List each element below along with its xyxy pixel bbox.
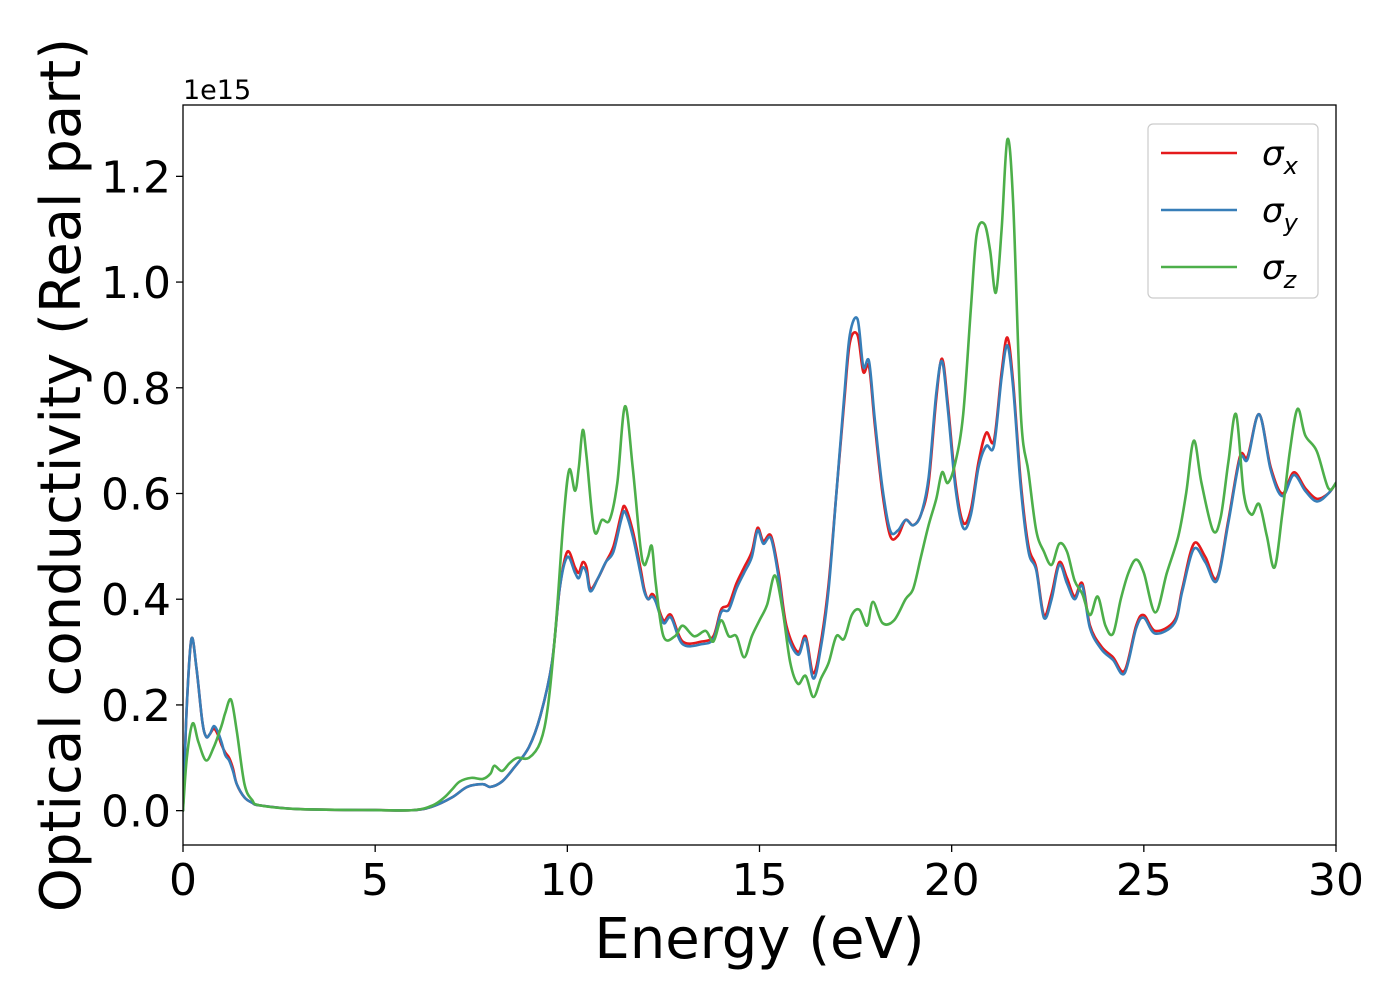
x-tick-label: 20 xyxy=(924,855,980,906)
x-axis-label: Energy (eV) xyxy=(594,907,924,972)
legend-label-y: σy xyxy=(1262,191,1299,237)
y-axis-label: Optical conductivity (Real part) xyxy=(29,38,94,912)
series-lines xyxy=(183,137,1336,812)
x-tick-label: 15 xyxy=(732,855,788,906)
x-tick-label: 0 xyxy=(169,855,197,906)
y-axis-ticks: 0.0 0.2 0.4 0.6 0.8 1.0 1.2 xyxy=(101,152,183,838)
series-line-y xyxy=(183,316,1336,812)
x-tick-label: 30 xyxy=(1308,855,1364,906)
y-tick-label: 0.2 xyxy=(101,681,171,732)
legend: σx σy σz xyxy=(1147,123,1319,299)
x-tick-label: 10 xyxy=(539,855,595,906)
legend-label-x: σx xyxy=(1262,134,1299,180)
y-tick-label: 1.2 xyxy=(101,152,171,203)
y-tick-label: 0.0 xyxy=(101,787,171,838)
legend-label-z: σz xyxy=(1262,248,1298,294)
y-axis-offset-label: 1e15 xyxy=(183,75,251,106)
y-tick-label: 1.0 xyxy=(101,258,171,309)
x-axis-ticks: 0 5 10 15 20 25 30 xyxy=(169,845,1364,906)
x-tick-label: 5 xyxy=(361,855,389,906)
x-tick-label: 25 xyxy=(1116,855,1172,906)
series-line-z xyxy=(183,137,1336,812)
y-tick-label: 0.4 xyxy=(101,575,171,626)
y-tick-label: 0.8 xyxy=(101,364,171,415)
y-tick-label: 0.6 xyxy=(101,470,171,521)
